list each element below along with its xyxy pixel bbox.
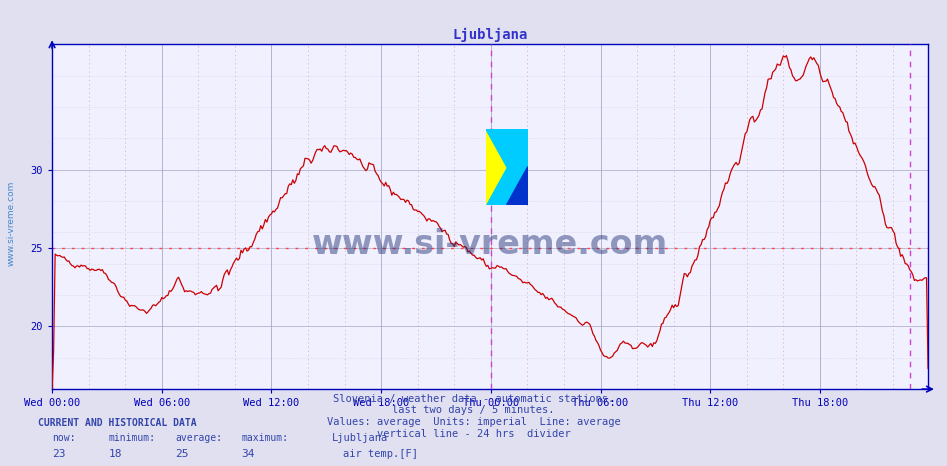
Text: now:: now: bbox=[52, 433, 76, 443]
Polygon shape bbox=[507, 167, 527, 205]
Text: Slovenia / weather data - automatic stations.: Slovenia / weather data - automatic stat… bbox=[333, 394, 614, 404]
Text: minimum:: minimum: bbox=[109, 433, 156, 443]
Title: Ljubljana: Ljubljana bbox=[453, 27, 527, 42]
Text: 34: 34 bbox=[241, 449, 255, 459]
Text: Ljubljana: Ljubljana bbox=[331, 433, 387, 443]
Text: CURRENT AND HISTORICAL DATA: CURRENT AND HISTORICAL DATA bbox=[38, 418, 197, 428]
Text: www.si-vreme.com: www.si-vreme.com bbox=[312, 228, 669, 261]
Text: 23: 23 bbox=[52, 449, 65, 459]
Text: 25: 25 bbox=[175, 449, 188, 459]
Polygon shape bbox=[507, 167, 527, 205]
Text: average:: average: bbox=[175, 433, 223, 443]
Text: maximum:: maximum: bbox=[241, 433, 289, 443]
Text: www.si-vreme.com: www.si-vreme.com bbox=[7, 181, 16, 267]
Text: last two days / 5 minutes.: last two days / 5 minutes. bbox=[392, 405, 555, 415]
Text: 18: 18 bbox=[109, 449, 122, 459]
Polygon shape bbox=[486, 129, 527, 205]
Polygon shape bbox=[486, 129, 527, 205]
Text: air temp.[F]: air temp.[F] bbox=[343, 449, 418, 459]
Text: vertical line - 24 hrs  divider: vertical line - 24 hrs divider bbox=[377, 429, 570, 439]
Polygon shape bbox=[486, 129, 527, 205]
Text: Values: average  Units: imperial  Line: average: Values: average Units: imperial Line: av… bbox=[327, 417, 620, 427]
